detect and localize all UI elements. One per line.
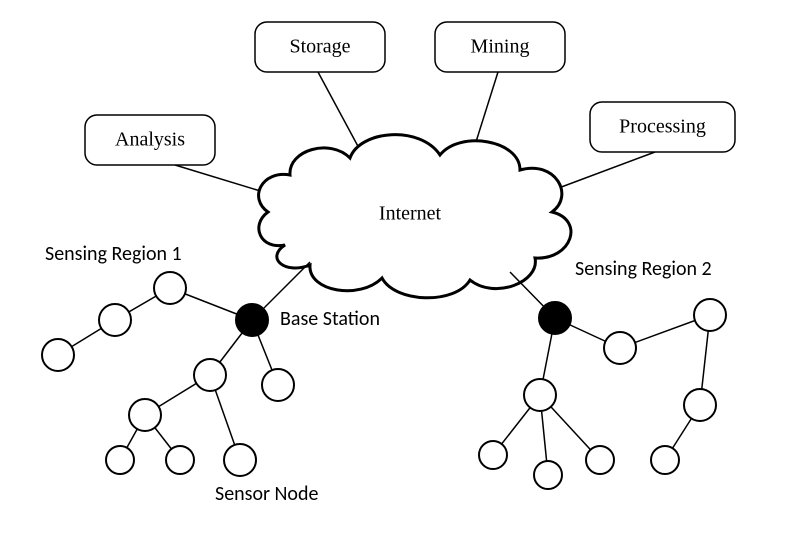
connector-storage	[318, 72, 360, 150]
region1-sensor-node	[166, 446, 194, 474]
mining-label: Mining	[471, 36, 530, 58]
region1-base-station-node	[236, 304, 268, 336]
region2-sensor-node	[604, 332, 636, 364]
cloud-label: Internet	[379, 203, 442, 225]
region1-sensor-node	[194, 359, 226, 391]
region2-nodes	[479, 299, 726, 489]
region1-sensor-node	[42, 339, 74, 371]
region1-sensor-node	[99, 304, 131, 336]
region2-base-station-node	[539, 302, 571, 334]
connector-mining	[475, 72, 498, 145]
region2-sensor-node	[586, 446, 614, 474]
region1-sensor-node	[262, 369, 294, 401]
region1-sensor-node	[129, 399, 161, 431]
region1-label: Sensing Region 1	[45, 242, 182, 266]
region1-sensor-node	[106, 446, 134, 474]
analysis-label: Analysis	[115, 129, 185, 151]
region2-sensor-node	[534, 461, 562, 489]
wsn-architecture-diagram: Internet Analysis Storage Mining Processing…	[0, 0, 790, 534]
base_station-label: Base Station	[280, 307, 380, 331]
region1-sensor-node	[224, 444, 256, 476]
region2-sensor-node	[694, 299, 726, 331]
region2-sensor-node	[684, 389, 716, 421]
region2-label: Sensing Region 2	[575, 257, 712, 281]
storage-label: Storage	[289, 36, 350, 58]
region2-sensor-node	[479, 441, 507, 469]
region2-edges	[493, 272, 710, 475]
processing-label: Processing	[619, 116, 706, 138]
sensor_node-label: Sensor Node	[215, 482, 318, 506]
region2-sensor-node	[524, 379, 556, 411]
region1-sensor-node	[154, 272, 186, 304]
internet-cloud: Internet	[259, 135, 571, 298]
region2-sensor-node	[651, 446, 679, 474]
